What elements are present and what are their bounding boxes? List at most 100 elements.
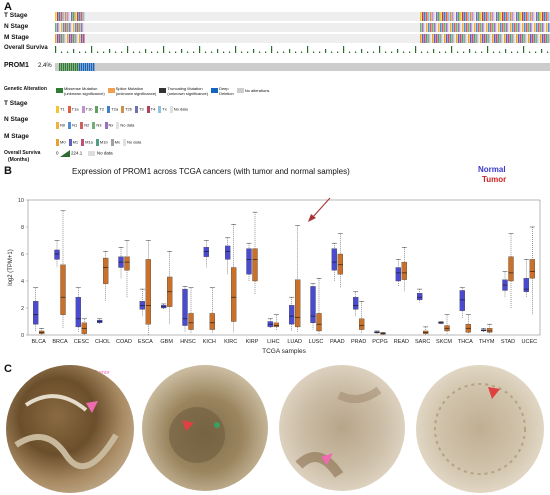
onco-cell [454, 23, 456, 32]
normal-box [310, 286, 316, 324]
onco-cell [75, 12, 77, 21]
onco-cell [61, 23, 63, 32]
onco-cell [448, 12, 450, 21]
onco-cell [518, 34, 520, 43]
legend-stage-item: T2 [95, 106, 104, 114]
ihc-texture-3 [295, 386, 382, 478]
onco-cell [510, 34, 512, 43]
onco-cell [456, 34, 458, 43]
onco-cell [512, 12, 514, 21]
x-tick-label: HNSC [180, 339, 196, 345]
x-tick-label: COAD [116, 339, 132, 345]
legend-stage-label: T2a [111, 106, 119, 112]
onco-cell [71, 12, 73, 21]
onco-cell [65, 34, 67, 43]
onco-cell [524, 23, 526, 32]
onco-cell [480, 23, 482, 32]
onco-survival-bar [319, 51, 321, 53]
onco-cell [452, 12, 454, 21]
legend-stage-item: T1b [81, 106, 92, 114]
os-max: 224.1 [71, 150, 83, 156]
onco-survival-bar [139, 51, 141, 53]
onco-cell [530, 23, 532, 32]
onco-alteration [93, 63, 95, 71]
y-axis-label: log2 (TPM+1) [8, 249, 14, 286]
onco-survival-bar [55, 46, 57, 53]
onco-survival-bar [457, 51, 459, 53]
onco-cell [466, 23, 468, 32]
onco-cell [538, 23, 540, 32]
onco-cell [61, 12, 63, 21]
boxplot-chart: 0 2 4 6 8 10 log2 (TPM+1) BLCA BRCA CESC CHOL COAD E… [8, 197, 541, 355]
tumor-box [124, 256, 130, 271]
legend-stage-item: Nx [104, 122, 114, 130]
legend-swatch [159, 88, 167, 94]
onco-cell [490, 23, 492, 32]
legend-alteration-item: No alterations [236, 88, 269, 94]
onco-cell [424, 23, 426, 32]
onco-cell [470, 34, 472, 43]
onco-cell [506, 12, 508, 21]
onco-cell [428, 12, 430, 21]
os-nodata-swatch [87, 151, 95, 156]
x-tick-label: PAAD [330, 339, 345, 345]
onco-survival-bar [397, 49, 399, 53]
onco-cell [79, 34, 81, 43]
onco-cell [510, 12, 512, 21]
onco-cell [57, 34, 59, 43]
legend-alteration-item: Splice Mutation (unknown significance) [107, 86, 156, 96]
tumor-box [508, 256, 514, 282]
legend-stage-label: N3 [96, 122, 102, 128]
normal-box [523, 278, 529, 292]
onco-survival-bar [307, 46, 309, 53]
onco-cell [504, 23, 506, 32]
y-tick-label: 6 [21, 252, 24, 258]
onco-cell [502, 12, 504, 21]
onco-survival-bar [199, 46, 201, 53]
onco-cell [436, 34, 438, 43]
onco-cell [470, 12, 472, 21]
onco-cell [65, 12, 67, 21]
onco-cell [520, 12, 522, 21]
onco-cell [83, 23, 85, 32]
onco-cell [480, 34, 482, 43]
tumor-box [145, 259, 151, 325]
onco-cell [528, 12, 530, 21]
legend-stage-label: T1a [71, 106, 79, 112]
onco-cell [442, 23, 444, 32]
onco-cell [500, 23, 502, 32]
x-tick-label: KICH [203, 339, 216, 345]
onco-cell [57, 23, 59, 32]
legend-swatch [158, 106, 162, 114]
onco-cell [528, 34, 530, 43]
normal-box [225, 245, 231, 260]
onco-cell [544, 23, 546, 32]
onco-cell [488, 12, 490, 21]
legend-stage-label: N1 [72, 122, 78, 128]
onco-cell [512, 23, 514, 32]
onco-cell [466, 12, 468, 21]
normal-box [417, 293, 423, 301]
onco-cell [474, 12, 476, 21]
tumor-box [60, 264, 66, 315]
legend-swatch [123, 139, 127, 147]
onco-cell [514, 23, 516, 32]
onco-cell [81, 12, 83, 21]
onco-survival-bar [187, 51, 189, 53]
ihc-texture-1 [14, 394, 119, 470]
onco-cell [83, 34, 85, 43]
normal-box [203, 247, 209, 257]
onco-survival-bar [181, 49, 183, 53]
onco-cell [446, 23, 448, 32]
highlight-arrow [311, 197, 331, 219]
onco-alteration [59, 63, 61, 71]
onco-cell [520, 23, 522, 32]
onco-cell [536, 12, 538, 21]
onco-cell [426, 34, 428, 43]
onco-survival-bar [301, 51, 303, 53]
legend-swatch [104, 122, 108, 130]
onco-survival-bar [373, 51, 375, 53]
onco-survival-bar [241, 51, 243, 53]
legend-stage-label: Nx [108, 122, 114, 128]
onco-cell [538, 34, 540, 43]
